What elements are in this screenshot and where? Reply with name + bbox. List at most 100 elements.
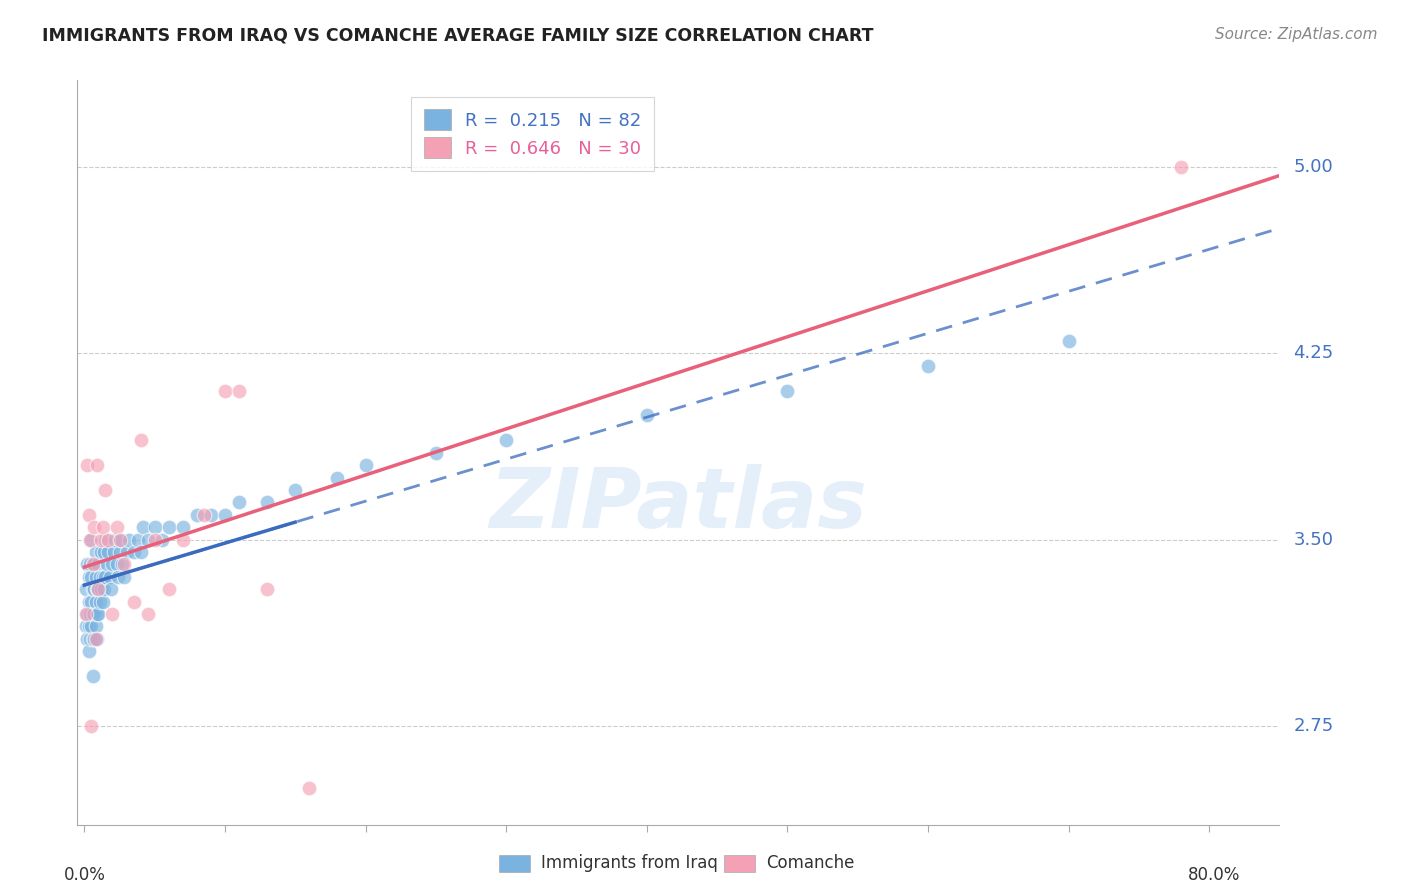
Point: [917, 359, 939, 373]
Point: [82, 669, 104, 683]
Text: IMMIGRANTS FROM IRAQ VS COMANCHE AVERAGE FAMILY SIZE CORRELATION CHART: IMMIGRANTS FROM IRAQ VS COMANCHE AVERAGE…: [42, 27, 873, 45]
Point: [80, 619, 103, 633]
Point: [79, 632, 101, 646]
Point: [76, 607, 98, 621]
Point: [80, 533, 103, 547]
Point: [172, 533, 194, 547]
Point: [93, 582, 115, 597]
Point: [75, 607, 97, 621]
Point: [84, 632, 107, 646]
Point: [76, 458, 98, 472]
Point: [82, 558, 104, 572]
Point: [93, 545, 115, 559]
Point: [495, 434, 517, 448]
Point: [80, 719, 103, 733]
Point: [83, 520, 105, 534]
Text: 0.0%: 0.0%: [63, 866, 105, 884]
Point: [94, 483, 117, 497]
Point: [112, 570, 135, 584]
Point: [298, 780, 321, 795]
Point: [122, 594, 145, 608]
Text: ZIPatlas: ZIPatlas: [489, 465, 868, 545]
Point: [97, 533, 120, 547]
Point: [77, 594, 100, 608]
Point: [98, 570, 121, 584]
Point: [172, 520, 194, 534]
Point: [256, 582, 278, 597]
Point: [84, 594, 107, 608]
Point: [87, 558, 110, 572]
Point: [83, 582, 105, 597]
Point: [86, 582, 108, 597]
Point: [1170, 160, 1192, 174]
Point: [115, 545, 138, 559]
Point: [90, 533, 112, 547]
Point: [157, 582, 180, 597]
Point: [91, 520, 114, 534]
Point: [112, 558, 135, 572]
Point: [84, 545, 107, 559]
Point: [150, 533, 173, 547]
Point: [425, 445, 447, 460]
Point: [636, 409, 658, 423]
Point: [79, 533, 101, 547]
Point: [87, 582, 110, 597]
Point: [143, 520, 166, 534]
Point: [776, 384, 799, 398]
Text: 2.75: 2.75: [1294, 717, 1334, 735]
Point: [354, 458, 377, 472]
Point: [83, 558, 105, 572]
Point: [84, 570, 107, 584]
Point: [96, 558, 118, 572]
Point: [89, 570, 111, 584]
Point: [91, 594, 114, 608]
Point: [326, 470, 349, 484]
Point: [143, 533, 166, 547]
Point: [94, 533, 117, 547]
Point: [82, 607, 104, 621]
Point: [107, 570, 129, 584]
Point: [100, 582, 122, 597]
Point: [83, 607, 105, 621]
Point: [91, 570, 114, 584]
Point: [136, 607, 159, 621]
Point: [87, 582, 110, 597]
Point: [79, 607, 101, 621]
Text: Immigrants from Iraq: Immigrants from Iraq: [541, 855, 718, 872]
Point: [75, 619, 97, 633]
Point: [108, 545, 131, 559]
Point: [76, 632, 98, 646]
Point: [89, 594, 111, 608]
Point: [105, 520, 128, 534]
Point: [101, 607, 124, 621]
Point: [118, 533, 141, 547]
Point: [80, 570, 103, 584]
Point: [110, 533, 132, 547]
Point: [90, 582, 112, 597]
Text: 5.00: 5.00: [1294, 158, 1333, 177]
Point: [105, 558, 128, 572]
Text: Comanche: Comanche: [766, 855, 855, 872]
Point: [82, 582, 104, 597]
Point: [111, 558, 134, 572]
Point: [104, 533, 127, 547]
Point: [193, 508, 215, 522]
Point: [214, 508, 236, 522]
Point: [157, 520, 180, 534]
Point: [186, 508, 208, 522]
Point: [86, 607, 108, 621]
Point: [77, 570, 100, 584]
Point: [228, 495, 250, 509]
Point: [86, 632, 108, 646]
Point: [103, 545, 125, 559]
Point: [87, 607, 110, 621]
Point: [108, 533, 131, 547]
Point: [136, 533, 159, 547]
Point: [129, 434, 152, 448]
Text: 4.25: 4.25: [1294, 344, 1334, 362]
Point: [84, 619, 107, 633]
Point: [284, 483, 307, 497]
Text: 80.0%: 80.0%: [1188, 866, 1240, 884]
Point: [256, 495, 278, 509]
Point: [97, 545, 120, 559]
